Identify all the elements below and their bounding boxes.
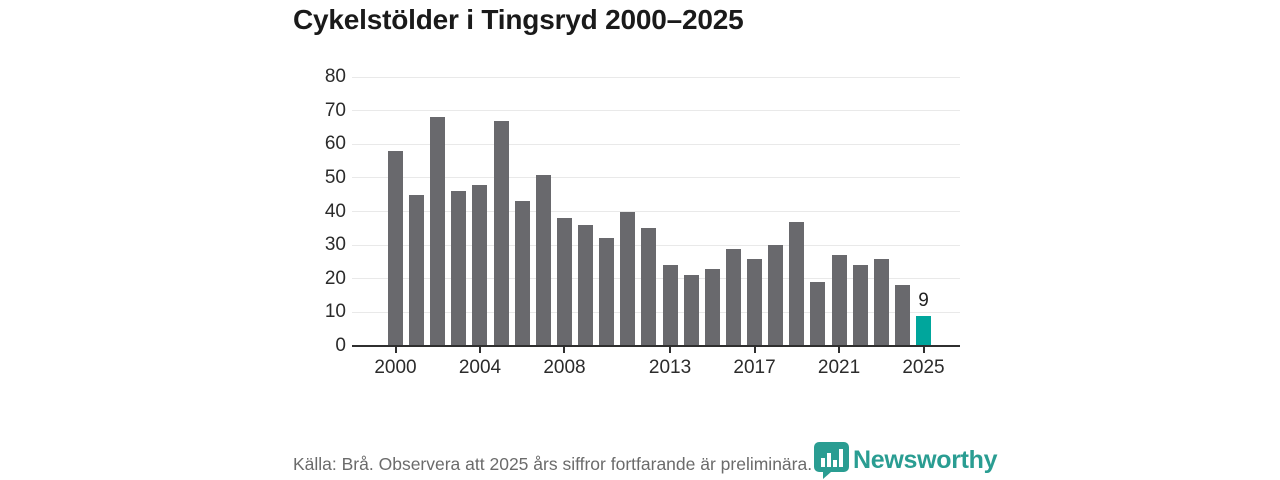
bar-2024 [894, 285, 910, 346]
x-axis-tick-2013 [669, 347, 672, 353]
gridline-y-40 [352, 211, 960, 212]
bar-2000 [388, 150, 403, 346]
bar-2023 [873, 258, 889, 346]
x-axis-label-2008: 2008 [543, 357, 586, 378]
bar-2014 [683, 275, 699, 346]
bar-2009 [578, 224, 594, 346]
newsworthy-logo[interactable]: Newsworthy [813, 441, 998, 479]
gridline-y-80 [352, 76, 960, 78]
newsworthy-wordmark: Newsworthy [853, 446, 998, 474]
x-axis-label-2017: 2017 [733, 357, 776, 378]
x-axis-label-2025: 2025 [902, 357, 945, 378]
bar-2019 [789, 221, 805, 346]
y-axis-label-50: 50 [324, 166, 346, 188]
newsworthy-bar-chart-bubble-icon [814, 442, 849, 479]
x-axis-label-2013: 2013 [648, 357, 692, 378]
bar-2020 [810, 282, 826, 346]
bar-2017 [747, 258, 763, 346]
x-axis-tick-2004 [478, 347, 481, 353]
bar-2011 [620, 211, 636, 346]
x-axis-label-2021: 2021 [817, 357, 861, 378]
x-axis-tick-2008 [563, 347, 566, 353]
bar-2010 [599, 238, 615, 346]
chart-title: Cykelstölder i Tingsryd 2000–2025 [293, 4, 744, 35]
bar-2016 [725, 248, 741, 346]
x-axis-tick-2017 [753, 347, 756, 353]
y-axis-label-0: 0 [335, 335, 346, 356]
bar-2018 [768, 245, 784, 346]
bar-2001 [409, 194, 425, 346]
y-axis-label-40: 40 [324, 200, 346, 222]
bar-2022 [852, 265, 868, 346]
y-axis-label-20: 20 [324, 267, 346, 289]
bar-2025 [916, 315, 931, 346]
bar-2012 [641, 228, 657, 346]
gridline-y-60 [352, 143, 960, 145]
y-axis-label-80: 80 [324, 66, 346, 87]
bar-2004 [472, 184, 488, 346]
x-axis-tick-2000 [394, 347, 397, 353]
bar-2021 [831, 255, 847, 346]
source-note: Källa: Brå. Observera att 2025 års siffr… [293, 454, 813, 474]
bar-2003 [451, 191, 467, 346]
x-axis-label-2004: 2004 [458, 357, 502, 378]
bar-2006 [514, 201, 530, 346]
plot-area [352, 76, 960, 347]
bar-2015 [704, 268, 720, 346]
x-axis-tick-2025 [922, 347, 925, 353]
y-axis-label-30: 30 [324, 234, 346, 256]
x-axis-tick-2021 [838, 347, 841, 353]
x-axis-label-2000: 2000 [374, 357, 417, 378]
bar-2005 [493, 120, 509, 346]
x-axis-line [352, 345, 960, 347]
y-axis-label-70: 70 [324, 99, 346, 121]
gridline-y-70 [352, 110, 960, 112]
y-axis-label-60: 60 [324, 133, 346, 155]
bar-2002 [430, 117, 446, 346]
bar-2013 [662, 265, 678, 346]
gridline-y-50 [352, 177, 960, 179]
bar-2008 [556, 218, 572, 346]
y-axis-label-10: 10 [324, 301, 346, 323]
bar-2007 [535, 174, 551, 346]
bar-value-label-2025: 9 [918, 289, 929, 311]
